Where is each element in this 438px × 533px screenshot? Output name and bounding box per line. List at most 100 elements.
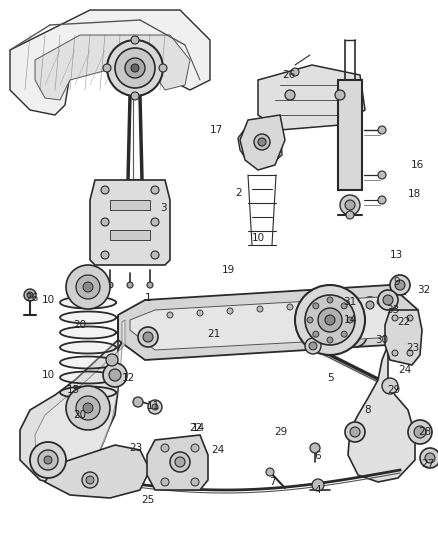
Circle shape <box>378 196 386 204</box>
Polygon shape <box>10 10 210 115</box>
Polygon shape <box>147 435 208 490</box>
Circle shape <box>83 403 93 413</box>
Circle shape <box>408 420 432 444</box>
Polygon shape <box>60 342 116 353</box>
Circle shape <box>309 342 317 350</box>
Circle shape <box>197 310 203 316</box>
Circle shape <box>327 337 333 343</box>
Polygon shape <box>348 310 418 482</box>
Circle shape <box>390 275 410 295</box>
Circle shape <box>109 369 121 381</box>
Text: 30: 30 <box>375 335 389 345</box>
Circle shape <box>131 92 139 100</box>
Circle shape <box>327 297 333 303</box>
Circle shape <box>325 315 335 325</box>
Text: 23: 23 <box>129 443 143 453</box>
Text: 32: 32 <box>417 285 431 295</box>
Circle shape <box>378 290 398 310</box>
Text: 21: 21 <box>207 329 221 339</box>
Circle shape <box>131 64 139 72</box>
Circle shape <box>170 452 190 472</box>
Text: 6: 6 <box>314 451 321 461</box>
Text: 8: 8 <box>365 405 371 415</box>
Circle shape <box>151 186 159 194</box>
Circle shape <box>407 315 413 321</box>
Polygon shape <box>45 445 150 498</box>
Circle shape <box>383 295 393 305</box>
Polygon shape <box>60 296 116 309</box>
Text: 18: 18 <box>407 189 420 199</box>
Text: 13: 13 <box>389 250 403 260</box>
Polygon shape <box>60 311 116 324</box>
Text: 19: 19 <box>221 265 235 275</box>
Circle shape <box>395 280 405 290</box>
Circle shape <box>127 282 133 288</box>
Text: 10: 10 <box>251 233 265 243</box>
Text: 33: 33 <box>386 305 399 315</box>
Circle shape <box>350 427 360 437</box>
Circle shape <box>317 302 323 308</box>
Circle shape <box>143 332 153 342</box>
Text: 10: 10 <box>42 295 55 305</box>
Circle shape <box>305 295 355 345</box>
Circle shape <box>310 443 320 453</box>
Text: 26: 26 <box>25 293 39 303</box>
Circle shape <box>191 444 199 452</box>
Text: 17: 17 <box>209 125 223 135</box>
Circle shape <box>414 426 426 438</box>
Polygon shape <box>258 65 365 130</box>
Polygon shape <box>90 180 170 265</box>
Text: 3: 3 <box>160 203 166 213</box>
Circle shape <box>340 195 360 215</box>
Circle shape <box>148 400 162 414</box>
Text: 12: 12 <box>121 373 134 383</box>
Text: 31: 31 <box>343 297 357 307</box>
Circle shape <box>295 285 365 355</box>
Text: 7: 7 <box>268 477 276 487</box>
Circle shape <box>66 386 110 430</box>
Circle shape <box>82 472 98 488</box>
Text: 29: 29 <box>274 427 288 437</box>
Text: 14: 14 <box>343 315 357 325</box>
Circle shape <box>101 186 109 194</box>
Circle shape <box>313 303 319 309</box>
Circle shape <box>349 329 361 341</box>
Circle shape <box>345 200 355 210</box>
Polygon shape <box>60 372 116 384</box>
Circle shape <box>312 479 324 491</box>
Text: 10: 10 <box>42 370 55 380</box>
Circle shape <box>347 317 353 323</box>
Polygon shape <box>118 285 418 360</box>
Circle shape <box>27 292 33 298</box>
Circle shape <box>76 396 100 420</box>
Circle shape <box>66 265 110 309</box>
Polygon shape <box>35 35 190 100</box>
Circle shape <box>335 90 345 100</box>
Text: 29: 29 <box>387 385 401 395</box>
Text: 26: 26 <box>283 70 296 80</box>
Circle shape <box>115 48 155 88</box>
Circle shape <box>382 378 398 394</box>
Circle shape <box>346 211 354 219</box>
Circle shape <box>76 275 100 299</box>
Circle shape <box>191 478 199 486</box>
Polygon shape <box>60 386 116 399</box>
Circle shape <box>103 363 127 387</box>
Circle shape <box>125 58 145 78</box>
Circle shape <box>254 134 270 150</box>
Circle shape <box>30 442 66 478</box>
Circle shape <box>159 64 167 72</box>
Circle shape <box>227 308 233 314</box>
Circle shape <box>147 282 153 288</box>
Circle shape <box>107 40 163 96</box>
Text: 24: 24 <box>399 365 412 375</box>
Circle shape <box>167 312 173 318</box>
Circle shape <box>341 303 347 309</box>
Circle shape <box>425 453 435 463</box>
Circle shape <box>341 331 347 337</box>
Polygon shape <box>20 315 118 485</box>
Circle shape <box>38 450 58 470</box>
Text: 24: 24 <box>212 445 225 455</box>
Polygon shape <box>240 115 285 170</box>
Circle shape <box>161 478 169 486</box>
